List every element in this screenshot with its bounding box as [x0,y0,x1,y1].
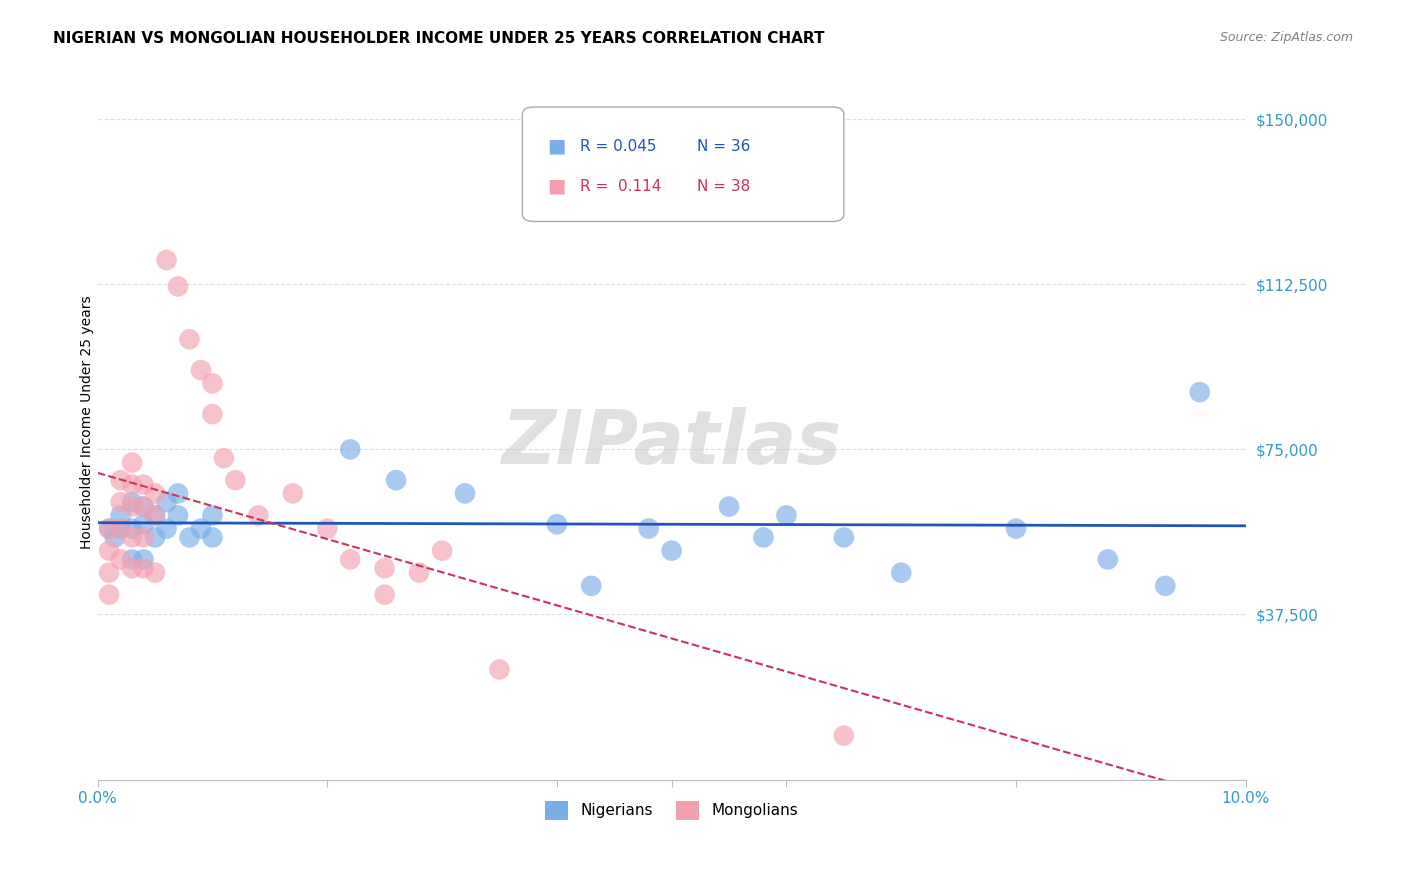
Point [132,500,155,514]
Y-axis label: Householder Income Under 25 years: Householder Income Under 25 years [80,295,94,549]
Point [718,500,741,514]
Point [143,508,166,523]
Point [110,495,132,509]
Point [454,486,477,500]
Point [143,530,166,544]
Point [190,522,212,536]
Point [110,473,132,487]
Text: N = 36: N = 36 [697,138,751,153]
Point [132,561,155,575]
Point [110,522,132,536]
Point [247,508,270,523]
Point [121,530,143,544]
Point [890,566,912,580]
Point [339,552,361,566]
Point [110,552,132,566]
Point [546,517,568,532]
Point [132,552,155,566]
Point [212,451,235,466]
Point [167,508,190,523]
Point [121,561,143,575]
Point [408,566,430,580]
Point [201,508,224,523]
Point [121,500,143,514]
Text: Source: ZipAtlas.com: Source: ZipAtlas.com [1219,31,1353,45]
Point [104,530,127,544]
Point [143,486,166,500]
Point [832,729,855,743]
FancyBboxPatch shape [523,107,844,221]
Point [201,376,224,391]
Point [132,517,155,532]
Point [775,508,797,523]
Legend: Nigerians, Mongolians: Nigerians, Mongolians [540,795,804,826]
Point [430,543,453,558]
Point [132,477,155,491]
Point [339,442,361,457]
Text: N = 38: N = 38 [697,178,751,194]
Point [167,486,190,500]
Text: R =  0.114: R = 0.114 [579,178,661,194]
Point [98,543,121,558]
Point [143,566,166,580]
Point [832,530,855,544]
Point [121,522,143,536]
Point [121,477,143,491]
Point [201,530,224,544]
Point [98,588,121,602]
Point [98,566,121,580]
Point [121,456,143,470]
Point [98,522,121,536]
Text: ■: ■ [548,136,567,156]
Point [281,486,304,500]
Point [316,522,339,536]
Point [155,495,177,509]
Point [155,252,177,267]
Point [224,473,246,487]
Point [752,530,775,544]
Point [374,588,396,602]
Point [488,663,510,677]
Point [637,522,659,536]
Point [155,522,177,536]
Point [385,473,408,487]
Point [110,508,132,523]
Point [190,363,212,377]
Point [1154,579,1177,593]
Point [201,407,224,421]
Point [132,500,155,514]
Point [179,332,201,346]
Point [167,279,190,293]
Point [179,530,201,544]
Text: ■: ■ [548,177,567,195]
Point [1005,522,1028,536]
Point [121,495,143,509]
Text: NIGERIAN VS MONGOLIAN HOUSEHOLDER INCOME UNDER 25 YEARS CORRELATION CHART: NIGERIAN VS MONGOLIAN HOUSEHOLDER INCOME… [53,31,825,46]
Point [121,552,143,566]
Text: R = 0.045: R = 0.045 [579,138,657,153]
Point [1097,552,1119,566]
Point [374,561,396,575]
Point [110,522,132,536]
Point [661,543,683,558]
Point [132,530,155,544]
Point [581,579,603,593]
Point [1188,385,1211,400]
Point [98,522,121,536]
Point [143,508,166,523]
Text: ZIPatlas: ZIPatlas [502,407,842,480]
